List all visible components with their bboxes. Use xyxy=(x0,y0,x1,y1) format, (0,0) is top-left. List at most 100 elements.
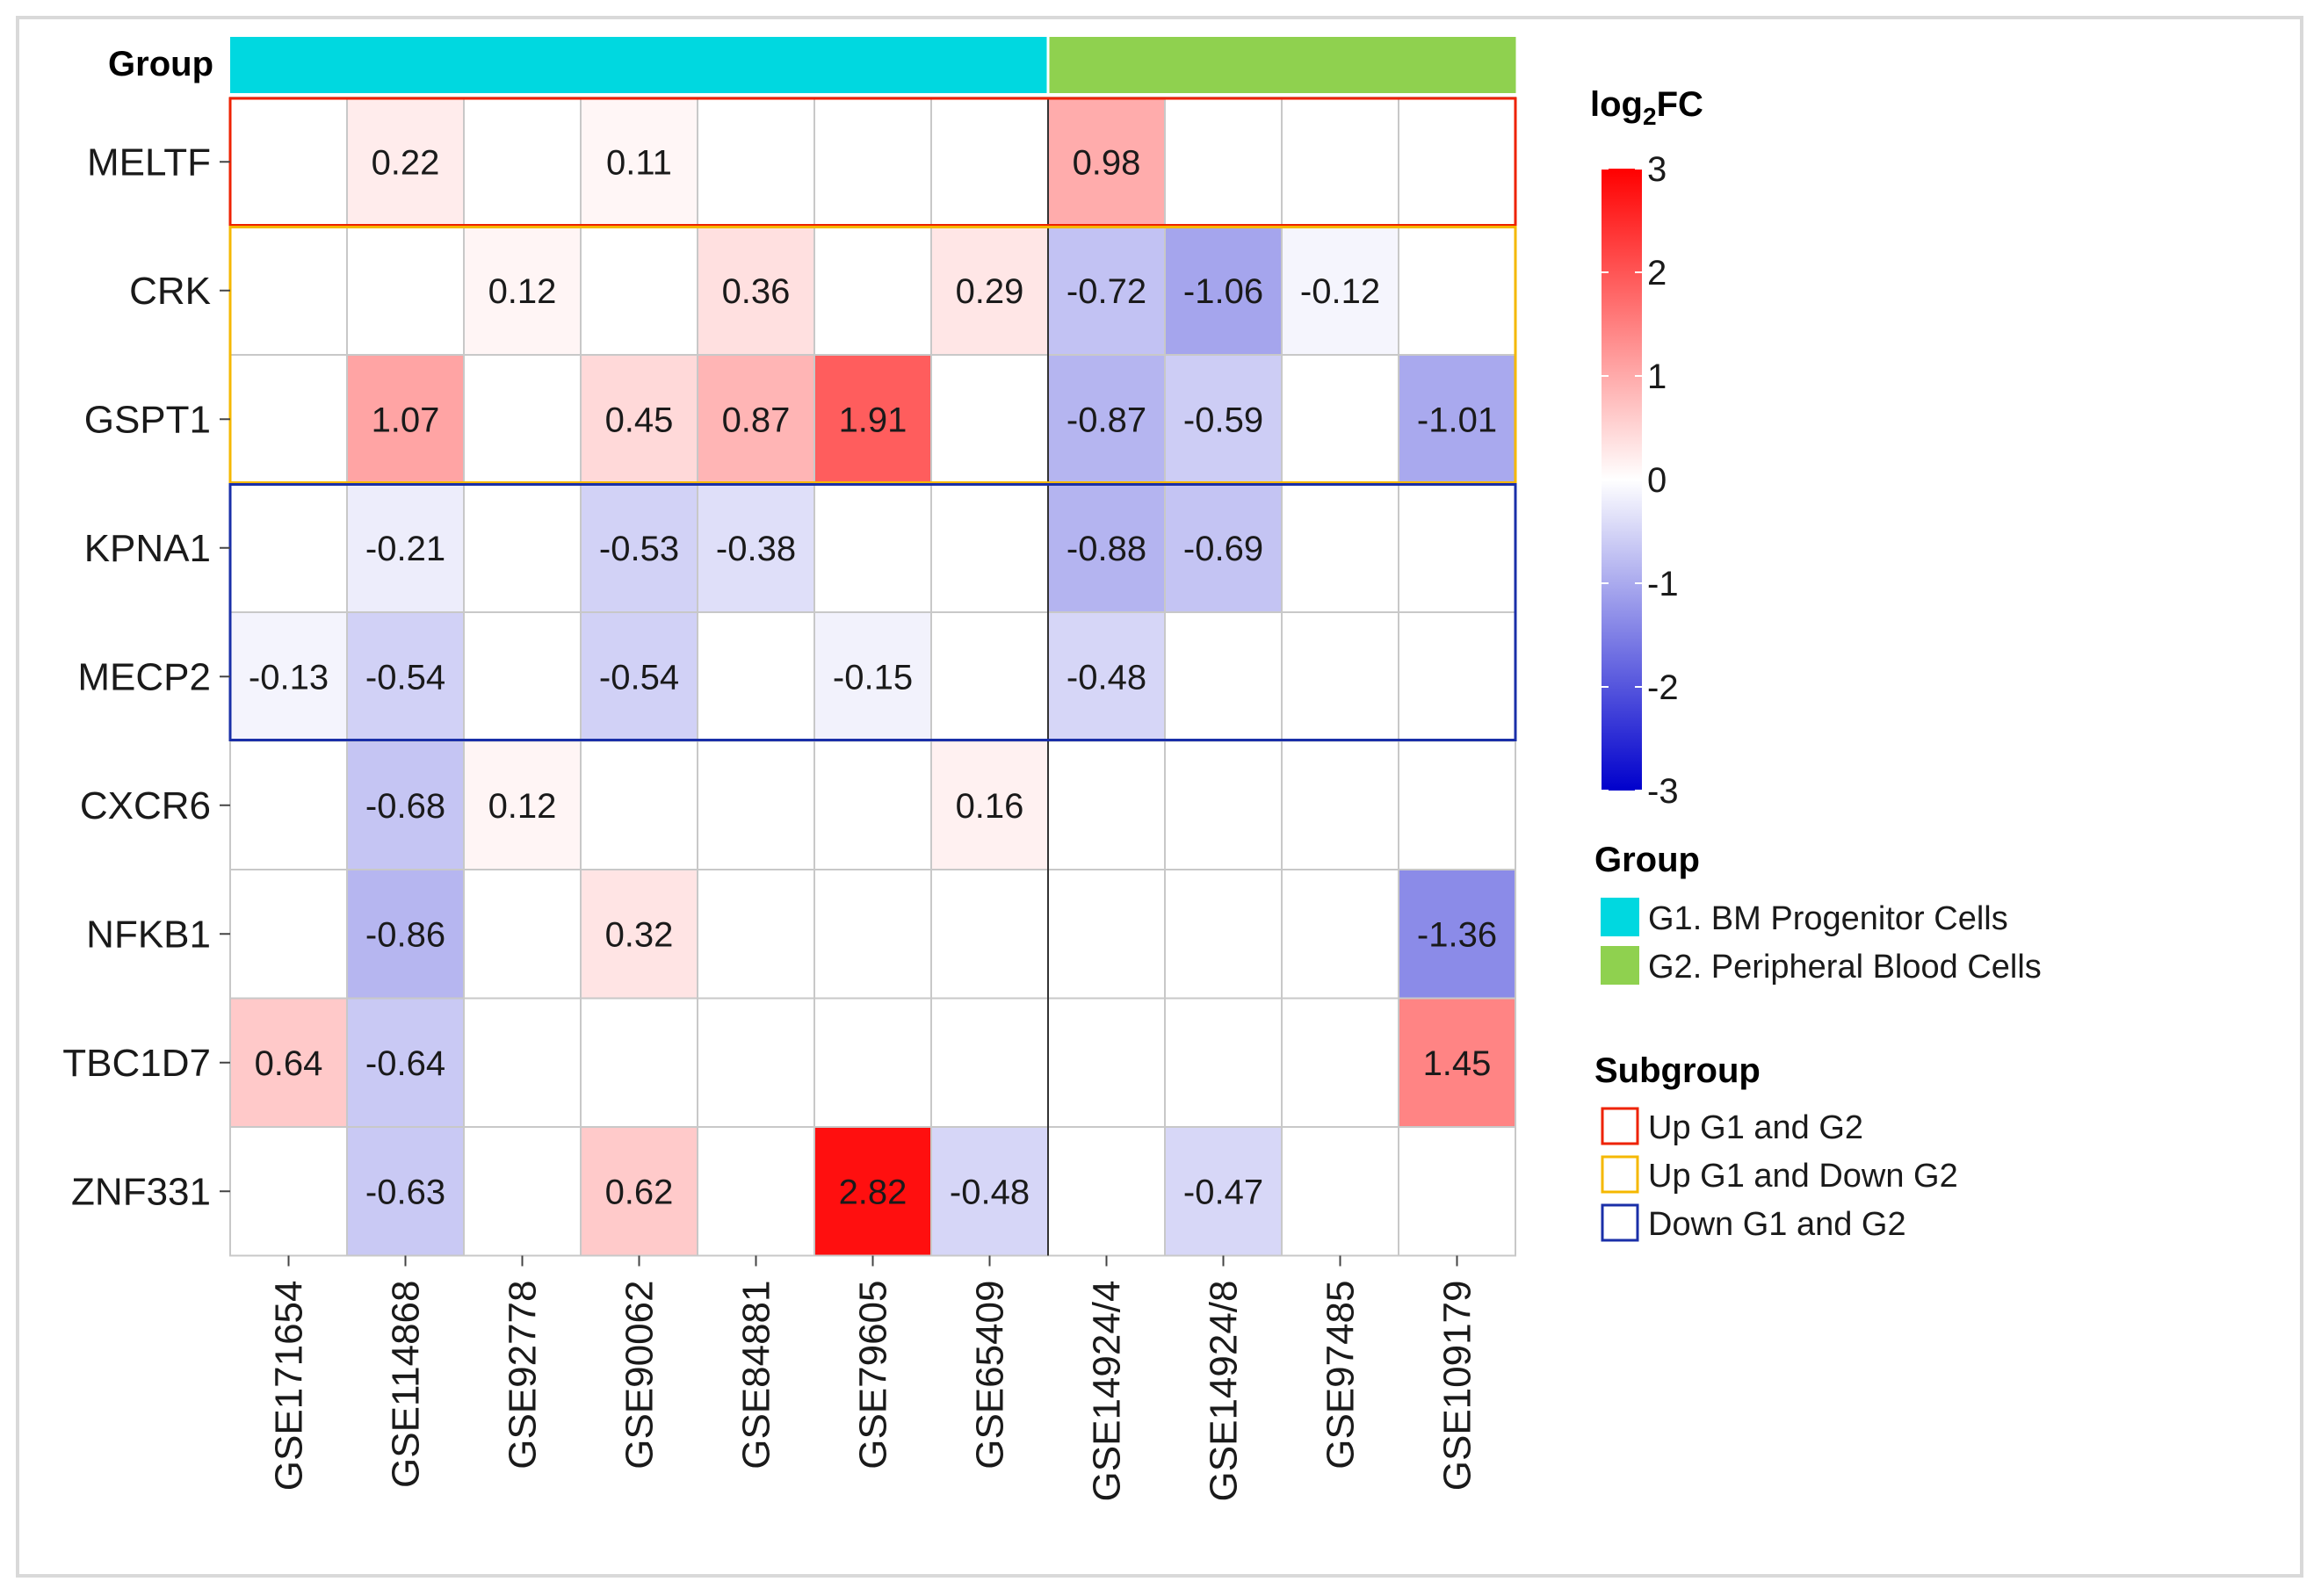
cell-value-label: 0.16 xyxy=(956,787,1024,826)
heatmap-cell xyxy=(813,1126,932,1257)
row-label: NFKB1 xyxy=(86,913,211,956)
subgroup-legend-label-up-down: Up G1 and Down G2 xyxy=(1648,1158,1958,1195)
column-label: GSE84881 xyxy=(735,1281,778,1470)
cell-value-label: -0.63 xyxy=(365,1173,445,1211)
heatmap-cell xyxy=(229,740,348,870)
group-legend-swatch-g1 xyxy=(1601,898,1639,936)
heatmap-cell xyxy=(813,869,932,1000)
heatmap-cell xyxy=(463,354,582,485)
cell-value-label: -0.54 xyxy=(365,658,445,697)
heatmap-cell xyxy=(1398,225,1516,356)
heatmap-cell xyxy=(463,97,582,227)
heatmap-cell xyxy=(697,354,815,485)
cell-value-label: -0.53 xyxy=(599,530,679,568)
heatmap-cell xyxy=(346,869,465,1000)
heatmap-cell xyxy=(1047,997,1166,1128)
heatmap-cell xyxy=(1398,611,1516,742)
heatmap-cell xyxy=(813,97,932,227)
heatmap-cell xyxy=(580,1126,698,1257)
colorbar-tick-label: 2 xyxy=(1647,254,1667,292)
column-label: GSE114868 xyxy=(385,1281,428,1488)
heatmap-cell xyxy=(813,482,932,613)
heatmap-cell xyxy=(580,869,698,1000)
cell-value-label: -0.48 xyxy=(950,1173,1030,1211)
heatmap-cell xyxy=(346,354,465,485)
subgroup-legend-swatch-down-down xyxy=(1601,1203,1639,1242)
heatmap-cell xyxy=(229,482,348,613)
column-label: GSE92778 xyxy=(502,1281,545,1470)
row-label: TBC1D7 xyxy=(62,1042,211,1085)
heatmap-cell xyxy=(1164,611,1283,742)
cell-value-label: 0.32 xyxy=(605,915,674,954)
column-label: GSE90062 xyxy=(618,1281,662,1470)
subgroup-legend-swatch-up-down xyxy=(1601,1155,1639,1194)
group-bar-segment xyxy=(347,37,465,93)
heatmap-cell xyxy=(697,740,815,870)
colorbar-tick-label: -1 xyxy=(1647,565,1679,603)
heatmap-cell xyxy=(1398,740,1516,870)
cell-value-labels: 0.22 0.11 0.98 0.12 0.36 0.29 -0.72 -1.06 -0.12 1… xyxy=(249,143,1497,1211)
cell-value-label: 0.22 xyxy=(372,143,440,182)
cell-value-label: -0.64 xyxy=(365,1044,445,1083)
cell-value-label: -0.48 xyxy=(1067,658,1146,697)
cell-value-label: 2.82 xyxy=(839,1173,907,1211)
heatmap-cell xyxy=(229,869,348,1000)
heatmap-cell xyxy=(930,869,1049,1000)
group-bar-segment xyxy=(230,37,348,93)
cell-value-label: -1.01 xyxy=(1417,401,1497,439)
heatmap-cell xyxy=(346,740,465,870)
group-legend-label-g1: G1. BM Progenitor Cells xyxy=(1648,900,2008,937)
heatmap-cell xyxy=(697,869,815,1000)
heatmap-cell xyxy=(463,225,582,356)
cell-value-label: 0.64 xyxy=(255,1044,323,1083)
heatmap-cell xyxy=(1164,740,1283,870)
heatmap-cell xyxy=(697,611,815,742)
legend: log2FC 3 2 1 0 -1 -2 -3 Group G1. BM Progenito… xyxy=(1590,85,2042,1243)
group-bar-segment xyxy=(581,37,698,93)
cell-value-label: 0.45 xyxy=(605,401,674,439)
heatmap-cell xyxy=(813,225,932,356)
group-bar-segment xyxy=(1282,37,1399,93)
heatmap-cell xyxy=(580,997,698,1128)
heatmap-cell xyxy=(930,354,1049,485)
cell-value-label: -0.72 xyxy=(1067,272,1146,311)
colorbar-tick-label: 0 xyxy=(1647,461,1667,500)
cell-value-label: 0.98 xyxy=(1073,143,1141,182)
heatmap-cell xyxy=(229,97,348,227)
heatmap-cell xyxy=(1047,1126,1166,1257)
heatmap-cell xyxy=(463,482,582,613)
heatmap-cell xyxy=(1164,869,1283,1000)
cell-value-label: -0.15 xyxy=(833,658,913,697)
column-label: GSE97485 xyxy=(1320,1281,1363,1470)
subgroup-legend-swatch-up-up xyxy=(1601,1107,1639,1145)
row-labels: MELTF CRK GSPT1 KPNA1 MECP2 CXCR6 NFKB1 TBC1D7 Z… xyxy=(62,141,230,1213)
cell-value-label: -0.59 xyxy=(1183,401,1263,439)
cell-value-label: -0.47 xyxy=(1183,1173,1263,1211)
column-label: GSE14924/8 xyxy=(1203,1281,1246,1502)
column-label: GSE65409 xyxy=(969,1281,1012,1470)
heatmap-cell xyxy=(580,225,698,356)
heatmap-cell xyxy=(229,1126,348,1257)
heatmap-cell xyxy=(930,97,1049,227)
group-bar-segment xyxy=(464,37,582,93)
column-label: GSE79605 xyxy=(852,1281,895,1470)
subgroup-legend-label-up-up: Up G1 and G2 xyxy=(1648,1109,1863,1146)
heatmap-cell xyxy=(1047,611,1166,742)
heatmap-cell xyxy=(229,225,348,356)
heatmap-cell xyxy=(346,225,465,356)
subgroup-box xyxy=(228,226,1517,484)
row-label: KPNA1 xyxy=(84,527,211,570)
heatmap-cell xyxy=(1398,997,1516,1128)
heatmap-cell xyxy=(930,997,1049,1128)
heatmap-cell xyxy=(697,997,815,1128)
heatmap-cell xyxy=(463,869,582,1000)
heatmap-cell xyxy=(813,740,932,870)
row-label: MELTF xyxy=(87,141,211,184)
cell-value-label: 0.62 xyxy=(605,1173,674,1211)
cell-value-label: 1.07 xyxy=(372,401,440,439)
group-legend-label-g2: G2. Peripheral Blood Cells xyxy=(1648,949,2042,986)
cell-value-label: -0.12 xyxy=(1300,272,1380,311)
cell-value-label: 1.45 xyxy=(1423,1044,1492,1083)
group-legend-title: Group xyxy=(1594,841,1700,879)
